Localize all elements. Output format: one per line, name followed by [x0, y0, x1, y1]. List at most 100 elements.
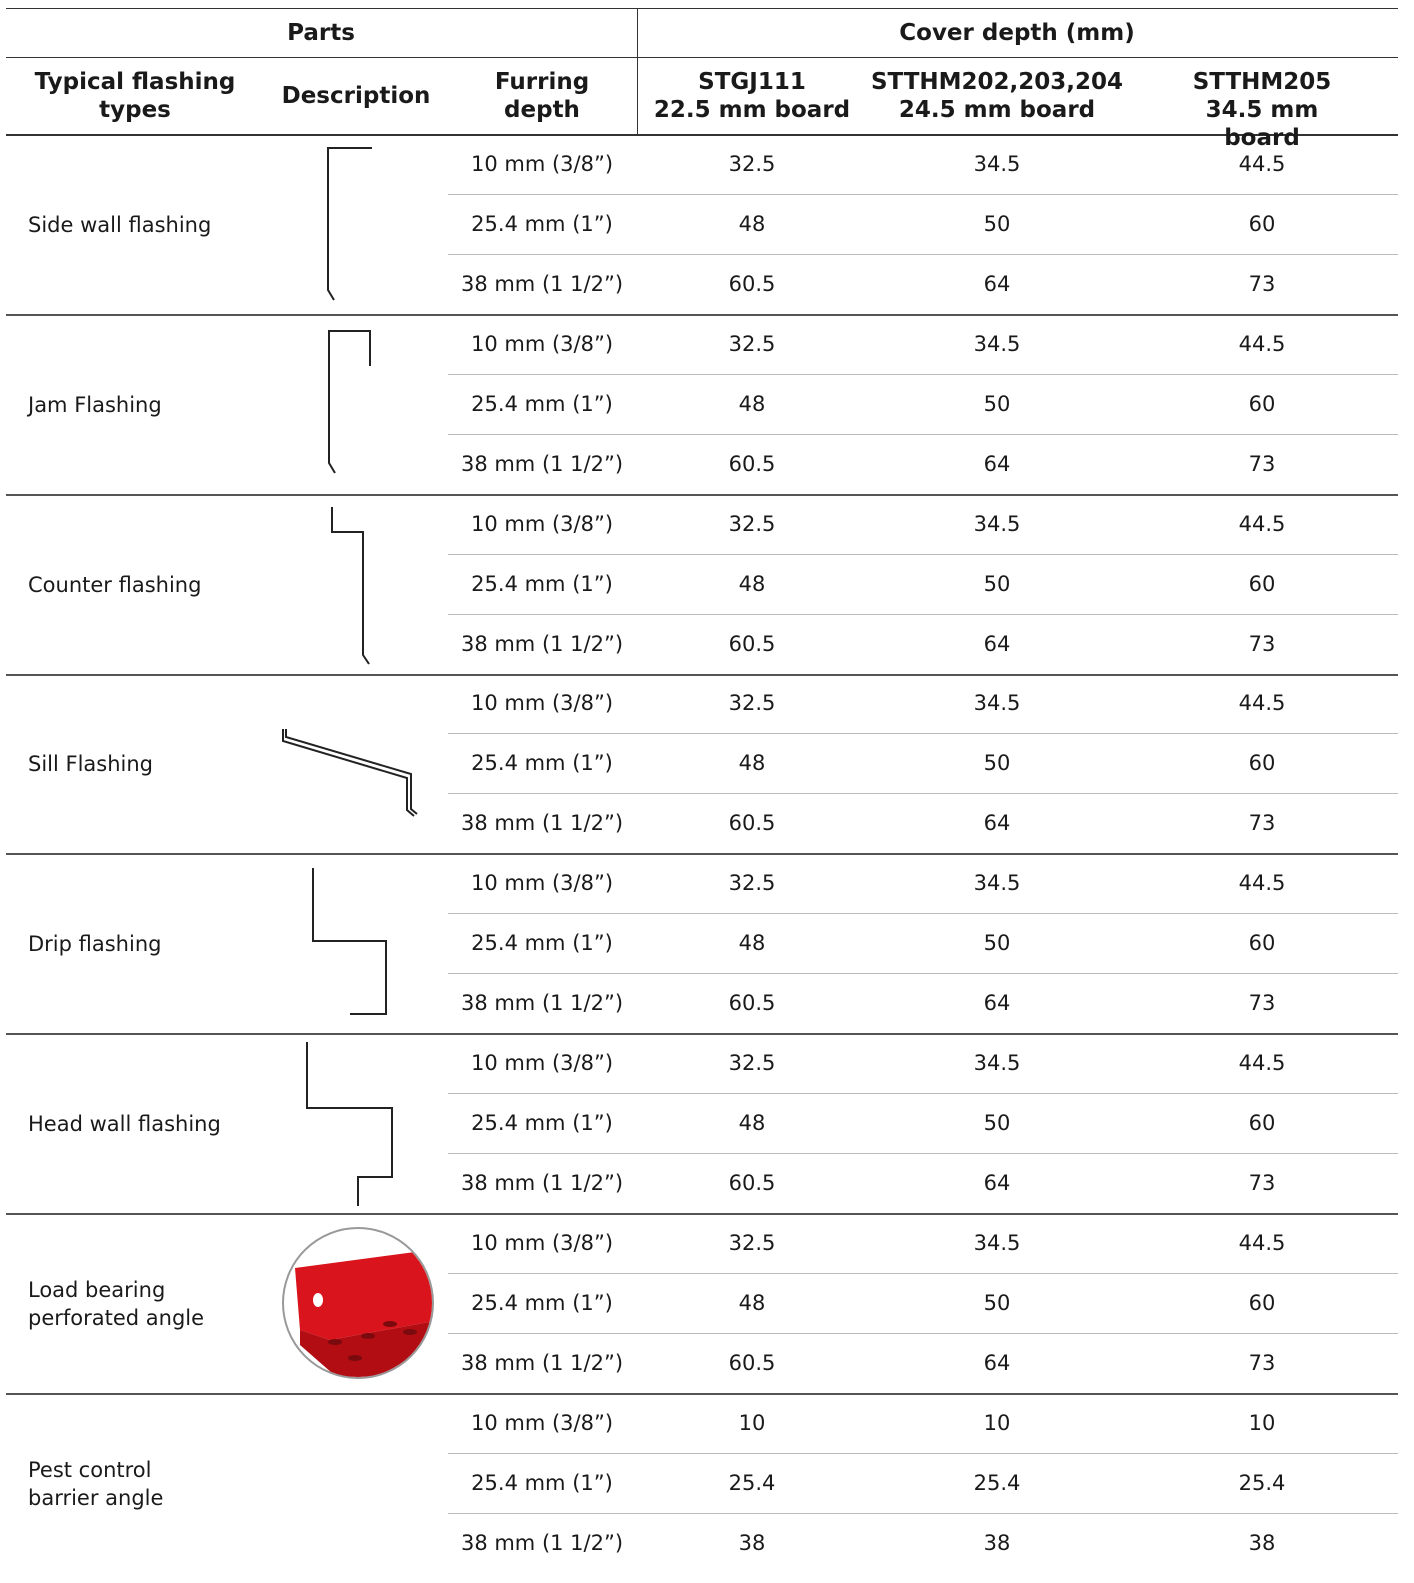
angle-icon [282, 1227, 434, 1379]
cover-depth: 25.4 [973, 1470, 1021, 1495]
cover-depth: 10 [738, 1410, 766, 1435]
cover-depth: 32.5 [728, 152, 776, 176]
furring-depth: 38 mm (1 1/2”) [460, 631, 624, 656]
cover-depth: 60 [1248, 1290, 1276, 1315]
flashing-type: Drip flashing [28, 932, 162, 957]
cover-depth: 50 [983, 212, 1011, 236]
furring-depth: 38 mm (1 1/2”) [460, 811, 624, 836]
group-header: Cover depth (mm) [899, 20, 1135, 46]
rule [448, 433, 1398, 435]
rule [6, 673, 1398, 676]
cover-depth: 38 [738, 1530, 766, 1555]
cover-depth: 50 [983, 931, 1011, 956]
cover-depth: 64 [983, 272, 1011, 296]
rule [448, 254, 1398, 255]
rule [448, 613, 1398, 615]
cover-depth: 48 [738, 212, 766, 236]
sill-icon [282, 729, 418, 817]
column-header: Furring depth [494, 69, 590, 123]
rule [448, 1272, 1398, 1274]
side-wall-icon [327, 147, 372, 301]
furring-depth: 25.4 mm (1”) [471, 571, 613, 596]
cover-depth: 64 [983, 1171, 1011, 1195]
rule [6, 8, 1398, 9]
rule [6, 853, 1398, 856]
rule [448, 1093, 1398, 1094]
rule [448, 373, 1398, 375]
cover-depth: 60 [1248, 931, 1276, 956]
furring-depth: 25.4 mm (1”) [471, 1290, 613, 1315]
rule [6, 493, 1398, 496]
cover-depth: 50 [983, 751, 1011, 776]
column-header: Description [281, 83, 431, 109]
cover-depth: 44.5 [1238, 1051, 1286, 1075]
furring-depth: 25.4 mm (1”) [471, 391, 613, 416]
column-header: Typical flashing types [34, 69, 236, 123]
rule [448, 1332, 1398, 1334]
cover-depth: 50 [983, 391, 1011, 416]
rule [448, 194, 1398, 195]
cover-depth: 32.5 [728, 1051, 776, 1075]
furring-depth: 10 mm (3/8”) [470, 152, 614, 176]
cover-depth: 44.5 [1238, 871, 1286, 896]
furring-depth: 38 mm (1 1/2”) [460, 451, 624, 476]
cover-depth: 60 [1248, 571, 1276, 596]
furring-depth: 10 mm (3/8”) [470, 691, 614, 716]
furring-depth: 38 mm (1 1/2”) [460, 1350, 624, 1375]
furring-depth: 10 mm (3/8”) [470, 1051, 614, 1075]
cover-depth: 64 [983, 451, 1011, 476]
cover-depth: 73 [1248, 451, 1276, 476]
cover-depth: 32.5 [728, 871, 776, 896]
cover-depth: 32.5 [728, 511, 776, 536]
furring-depth: 10 mm (3/8”) [470, 331, 614, 356]
column-header: STTHM202,203,204 24.5 mm board [870, 69, 1124, 123]
cover-depth: 48 [738, 571, 766, 596]
furring-depth: 10 mm (3/8”) [470, 511, 614, 536]
cover-depth: 60 [1248, 751, 1276, 776]
rule [6, 1392, 1398, 1395]
cover-depth: 73 [1248, 1171, 1276, 1195]
cover-depth: 44.5 [1238, 511, 1286, 536]
cover-depth: 64 [983, 811, 1011, 836]
cover-depth: 32.5 [728, 691, 776, 716]
flashing-type: Side wall flashing [28, 213, 212, 237]
jam-icon [328, 330, 371, 474]
cover-depth: 44.5 [1238, 691, 1286, 716]
furring-depth: 25.4 mm (1”) [471, 212, 613, 236]
flashing-type: Sill Flashing [28, 752, 154, 777]
cover-depth: 34.5 [973, 331, 1021, 356]
rule [448, 1452, 1398, 1454]
cover-depth: 73 [1248, 811, 1276, 836]
cover-depth: 50 [983, 1111, 1011, 1135]
furring-depth: 25.4 mm (1”) [471, 931, 613, 956]
cover-depth: 25.4 [1238, 1470, 1286, 1495]
cover-depth: 60 [1248, 212, 1276, 236]
cover-depth: 73 [1248, 1350, 1276, 1375]
cover-depth: 10 [1248, 1410, 1276, 1435]
cover-depth: 60.5 [728, 1350, 776, 1375]
cover-depth: 60 [1248, 1111, 1276, 1135]
cover-depth: 60.5 [728, 451, 776, 476]
column-header: STTHM205 34.5 mm board [1192, 69, 1332, 151]
cover-depth: 34.5 [973, 1230, 1021, 1255]
flashing-type: Head wall flashing [28, 1112, 221, 1136]
cover-depth: 44.5 [1238, 331, 1286, 356]
cover-depth: 50 [983, 1290, 1011, 1315]
furring-depth: 10 mm (3/8”) [470, 1230, 614, 1255]
cover-depth: 64 [983, 991, 1011, 1016]
cover-depth: 60.5 [728, 631, 776, 656]
furring-depth: 38 mm (1 1/2”) [460, 991, 624, 1016]
furring-depth: 25.4 mm (1”) [471, 1111, 613, 1135]
furring-depth: 38 mm (1 1/2”) [460, 1171, 624, 1195]
cover-depth: 44.5 [1238, 1230, 1286, 1255]
cover-depth: 10 [983, 1410, 1011, 1435]
rule [448, 793, 1398, 795]
flashing-type: Load bearing perforated angle [28, 1277, 205, 1330]
furring-depth: 10 mm (3/8”) [470, 1410, 614, 1435]
rule [6, 1213, 1398, 1215]
rule [448, 733, 1398, 735]
rule [637, 8, 638, 135]
cover-depth: 38 [1248, 1530, 1276, 1555]
